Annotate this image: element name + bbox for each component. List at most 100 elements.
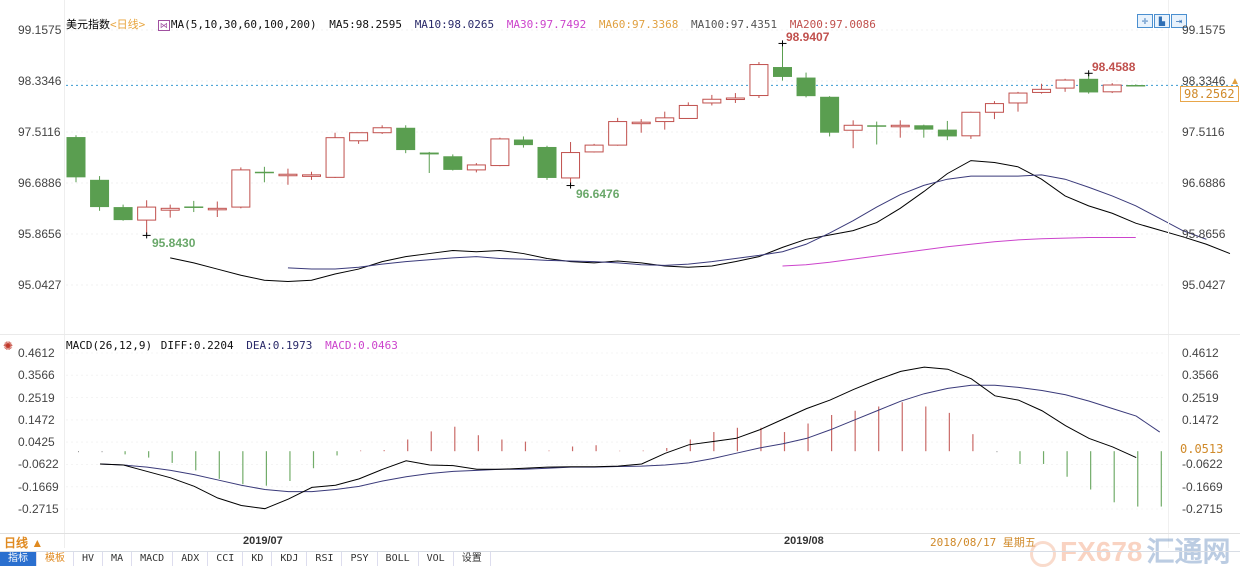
ma-settings-icon[interactable]: ⋈ bbox=[157, 20, 170, 31]
candle-body-down bbox=[1079, 78, 1099, 93]
macd-tick-right: 0.2519 bbox=[1182, 390, 1219, 405]
candle-body-down bbox=[914, 125, 934, 130]
price-tick-left: 98.3346 bbox=[18, 73, 62, 88]
macd-tick-left: 0.1472 bbox=[18, 412, 55, 427]
candle-body-down bbox=[537, 146, 557, 178]
ma10-value: MA10:98.0265 bbox=[414, 18, 495, 31]
candle-body-down bbox=[184, 206, 204, 208]
candle-body-down bbox=[773, 67, 792, 77]
tab-adx[interactable]: ADX bbox=[173, 552, 209, 566]
instrument-name: 美元指数 bbox=[66, 18, 110, 31]
month-label-2: 2019/08 bbox=[784, 535, 824, 547]
tab-模板[interactable]: 模板 bbox=[37, 552, 74, 566]
macd-label[interactable]: MACD(26,12,9) bbox=[66, 339, 153, 352]
left-axis-divider bbox=[64, 0, 65, 548]
candle-body-up bbox=[702, 98, 722, 104]
watermark-logo-icon bbox=[1030, 540, 1056, 567]
macd-tick-left: -0.0622 bbox=[18, 457, 59, 472]
macd-bar bbox=[996, 451, 998, 453]
candle-body-down bbox=[419, 152, 439, 155]
ma30-value: MA30:97.7492 bbox=[506, 18, 587, 31]
tab-指标[interactable]: 指标 bbox=[0, 552, 37, 566]
candle-body-up bbox=[302, 174, 321, 177]
date-axis bbox=[0, 533, 1240, 549]
candle-body-up bbox=[961, 111, 981, 137]
crosshair-icon[interactable]: ✛ bbox=[1137, 14, 1153, 28]
tab-kdj[interactable]: KDJ bbox=[272, 552, 308, 566]
candle-body-up bbox=[231, 169, 251, 208]
candle-body-up bbox=[584, 144, 604, 153]
price-tick-right: 96.6886 bbox=[1182, 176, 1226, 190]
candle-body-up bbox=[608, 121, 628, 146]
candle-body-up bbox=[1008, 92, 1028, 104]
macd-tick-right: -0.1669 bbox=[1182, 479, 1223, 494]
ma30-line bbox=[782, 236, 1136, 267]
price-tick-right: 98.3346 bbox=[1182, 73, 1226, 88]
price-tick-left: 95.0427 bbox=[18, 278, 62, 292]
macd-tick-right: -0.2715 bbox=[1182, 502, 1223, 516]
macd-bar bbox=[78, 451, 79, 453]
tab-macd[interactable]: MACD bbox=[132, 552, 174, 566]
ma-label[interactable]: MA(5,10,30,60,100,200) bbox=[170, 18, 317, 31]
candle-body-up bbox=[843, 124, 863, 131]
candle-body-up bbox=[1102, 84, 1122, 93]
high-annotation-1: 98.9407 bbox=[786, 30, 830, 44]
price-tick-right: 99.1575 bbox=[1182, 23, 1226, 37]
macd-tick-right: 0.4612 bbox=[1182, 346, 1219, 360]
candle-body-up bbox=[890, 124, 910, 128]
candle-body-up bbox=[678, 104, 698, 119]
right-axis-divider bbox=[1168, 0, 1169, 548]
macd-bar bbox=[101, 451, 103, 453]
current-price-arrow-icon: ▲ bbox=[1230, 76, 1240, 87]
tab-cci[interactable]: CCI bbox=[208, 552, 244, 566]
tab-psy[interactable]: PSY bbox=[342, 552, 378, 566]
ma10-line bbox=[287, 174, 1207, 270]
candle-body-down bbox=[1126, 84, 1146, 87]
price-tick-left: 96.6886 bbox=[18, 176, 62, 190]
candle-body-down bbox=[66, 137, 86, 178]
timeframe-selector[interactable]: 日线 ▲ bbox=[4, 536, 44, 550]
tab-rsi[interactable]: RSI bbox=[307, 552, 343, 566]
indicator-settings-icon[interactable]: ✺ bbox=[3, 339, 14, 353]
candle-body-down bbox=[796, 77, 816, 97]
candle-body-up bbox=[137, 206, 157, 221]
chart-type-icon[interactable]: ▙ bbox=[1154, 14, 1170, 28]
indicator-tabs: 指标 模板 HV MA MACD ADX CCI KD KDJ RSI PSY BOLL VOL 设置 bbox=[0, 551, 1240, 566]
ma5-line bbox=[170, 160, 1231, 282]
panel-divider[interactable] bbox=[0, 334, 1240, 335]
macd-tick-left: 0.2519 bbox=[18, 390, 55, 405]
dea-line bbox=[99, 384, 1161, 493]
candle-body-up bbox=[372, 127, 392, 134]
candle-body-up bbox=[466, 164, 486, 171]
diff-line bbox=[99, 366, 1137, 510]
tab-boll[interactable]: BOLL bbox=[378, 552, 419, 566]
period-label: <日线> bbox=[110, 18, 146, 31]
macd-tick-left: -0.2715 bbox=[18, 502, 59, 516]
tab-ma[interactable]: MA bbox=[103, 552, 133, 566]
candle-body-down bbox=[937, 129, 957, 137]
tab-vol[interactable]: VOL bbox=[419, 552, 454, 566]
candle-body-up bbox=[207, 207, 227, 211]
low-annotation-1: 95.8430 bbox=[152, 236, 196, 250]
candle-body-down bbox=[443, 156, 463, 170]
chart-canvas[interactable] bbox=[0, 0, 1240, 550]
price-tick-right: 95.8656 bbox=[1182, 227, 1226, 241]
candle-body-up bbox=[631, 121, 651, 125]
macd-tick-left: -0.1669 bbox=[18, 479, 59, 494]
price-tick-right: 97.5116 bbox=[1182, 124, 1225, 139]
candle-body-up bbox=[490, 138, 510, 167]
price-tick-left: 97.5116 bbox=[18, 124, 61, 139]
diff-value: DIFF:0.2204 bbox=[160, 339, 234, 352]
candle-body-down bbox=[820, 96, 840, 133]
candle-body-down bbox=[513, 139, 533, 146]
scroll-right-icon[interactable]: ⇥ bbox=[1171, 14, 1187, 28]
candle-body-down bbox=[867, 125, 887, 127]
candle-body-up bbox=[349, 132, 369, 142]
tab-hv[interactable]: HV bbox=[74, 552, 104, 566]
tab-设置[interactable]: 设置 bbox=[454, 552, 491, 566]
tab-kd[interactable]: KD bbox=[243, 552, 273, 566]
candle-body-down bbox=[396, 127, 416, 151]
candle-body-down bbox=[90, 179, 110, 208]
macd-tick-left: 0.4612 bbox=[18, 346, 55, 360]
low-annotation-2: 96.6476 bbox=[576, 187, 620, 201]
